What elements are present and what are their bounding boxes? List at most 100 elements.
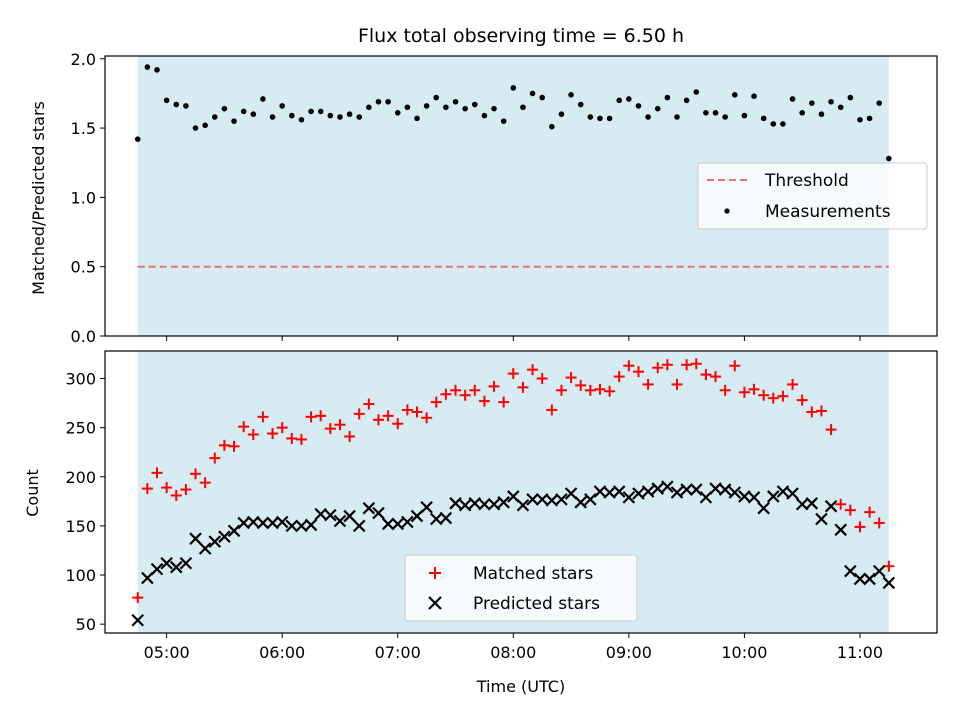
bottom-y-tick-label: 50 [76,615,96,634]
predicted-star-point [699,491,713,504]
bottom-y-ticks: 50 100 150 200 250 300 [65,370,105,634]
bottom-legend-box [404,554,638,622]
predicted-star-point [160,556,173,570]
measurement-point [423,103,430,109]
measurement-point [375,98,382,105]
predicted-star-point [227,524,241,538]
matched-star-point [806,406,818,418]
measurement-point [231,118,237,124]
top-y-tick-label: 0.0 [71,327,96,346]
matched-star-point [353,408,365,420]
predicted-star-point [853,572,867,586]
legend-predicted-label: Predicted stars [473,594,600,614]
measurement-point [327,112,334,119]
matched-star-point [594,383,606,395]
measurement-point [491,105,497,112]
measurement-point [751,93,757,99]
predicted-star-point [757,501,770,515]
predicted-star-point [516,498,530,512]
measurement-point [317,108,324,115]
matched-star-point [190,468,202,480]
measurement-point [703,110,709,116]
legend-measurements-label: Measurements [765,202,891,222]
matched-star-point [498,396,510,408]
top-legend-box [697,162,928,230]
predicted-star-point [324,508,337,522]
predicted-star-point [420,500,433,514]
matched-star-point [247,429,259,441]
top-axes-frame [104,55,938,337]
predicted-star-point [401,515,414,529]
measurement-point [221,105,228,112]
measurement-point [857,116,863,123]
matched-star-point [286,432,298,444]
matched-star-point [777,390,789,402]
measurement-point [780,121,786,127]
measurement-point [308,108,314,115]
measurement-point [481,112,488,119]
measurement-point [722,114,728,120]
matched-star-point [748,383,760,395]
bottom-y-tick-label: 300 [65,370,96,389]
matched-star-point [276,422,288,434]
measurement-point [269,114,276,120]
top-y-axis-label: Matched/Predicted stars [29,101,48,295]
matched-star-point [835,498,847,510]
matched-star-point [421,412,433,424]
measurement-point [183,103,189,109]
matched-star-point [450,384,462,396]
matched-star-point [681,359,693,371]
predicted-star-point [275,515,289,529]
bottom-y-tick-label: 250 [65,419,96,438]
top-y-tick-label: 0.5 [71,258,96,277]
bottom-y-axis-label: Count [23,469,42,517]
predicted-star-point [198,542,212,555]
measurement-point [866,115,873,122]
measurement-point [471,101,478,108]
predicted-star-point [285,519,299,533]
measurement-point [809,100,815,106]
matched-star-point [873,517,885,529]
x-tick-label: 09:00 [606,643,652,662]
predicted-star-point [343,509,356,523]
top-y-tick-label: 2.0 [71,50,96,69]
matched-star-point [815,405,827,417]
bottom-y-tick-label: 150 [65,517,96,536]
predicted-star-point [256,516,270,530]
matched-star-point [478,395,490,407]
predicted-star-point [824,499,838,513]
legend-measurements-swatch [724,208,730,214]
top-y-tick-label: 1.0 [71,188,96,207]
predicted-star-point [141,571,154,585]
predicted-star-point [574,496,587,509]
measurement-point [539,94,545,101]
matched-star-point [469,384,481,396]
matched-star-point [267,428,279,440]
measurement-point [211,114,218,120]
predicted-stars-points [131,480,896,627]
predicted-star-point [333,514,347,528]
matched-star-point [507,368,519,380]
predicted-star-point [352,519,366,533]
measurement-point [443,104,449,111]
measurement-point [173,101,180,108]
predicted-star-point [863,572,876,586]
matched-star-point [729,360,741,372]
predicted-star-point [564,487,578,500]
predicted-star-point [449,497,462,510]
bottom-legend: Matched stars Predicted stars [404,554,638,622]
predicted-star-point [372,506,385,520]
matched-star-point [382,410,394,422]
measurement-point [674,114,680,120]
measurement-point [587,114,594,120]
measurement-point [356,114,363,120]
matched-star-point [132,592,144,604]
predicted-star-point [872,564,886,578]
matched-star-point [517,381,529,393]
matched-star-point [546,404,558,416]
predicted-star-point [555,493,568,506]
predicted-star-point [584,493,597,506]
matched-star-point [295,433,307,445]
legend-threshold-label: Threshold [764,171,849,191]
